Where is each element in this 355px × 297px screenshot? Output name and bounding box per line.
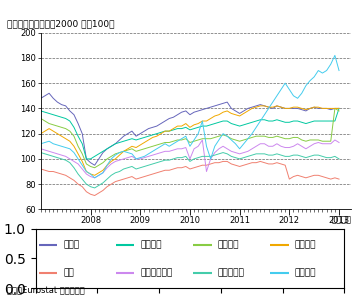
Text: ドイツ: ドイツ	[63, 241, 80, 250]
Text: 資料：Eurostat から作成。: 資料：Eurostat から作成。	[7, 285, 85, 294]
Text: （季調済数量指数、2000 年＝100）: （季調済数量指数、2000 年＝100）	[7, 19, 115, 28]
Text: アイルランド: アイルランド	[141, 268, 173, 277]
Text: ギリシャ: ギリシャ	[295, 268, 316, 277]
Text: イタリア: イタリア	[218, 241, 239, 250]
Text: 英国: 英国	[63, 268, 74, 277]
Text: ポルトガル: ポルトガル	[218, 268, 245, 277]
Text: フランス: フランス	[141, 241, 162, 250]
Text: スペイン: スペイン	[295, 241, 316, 250]
Text: （年月）: （年月）	[332, 215, 351, 224]
